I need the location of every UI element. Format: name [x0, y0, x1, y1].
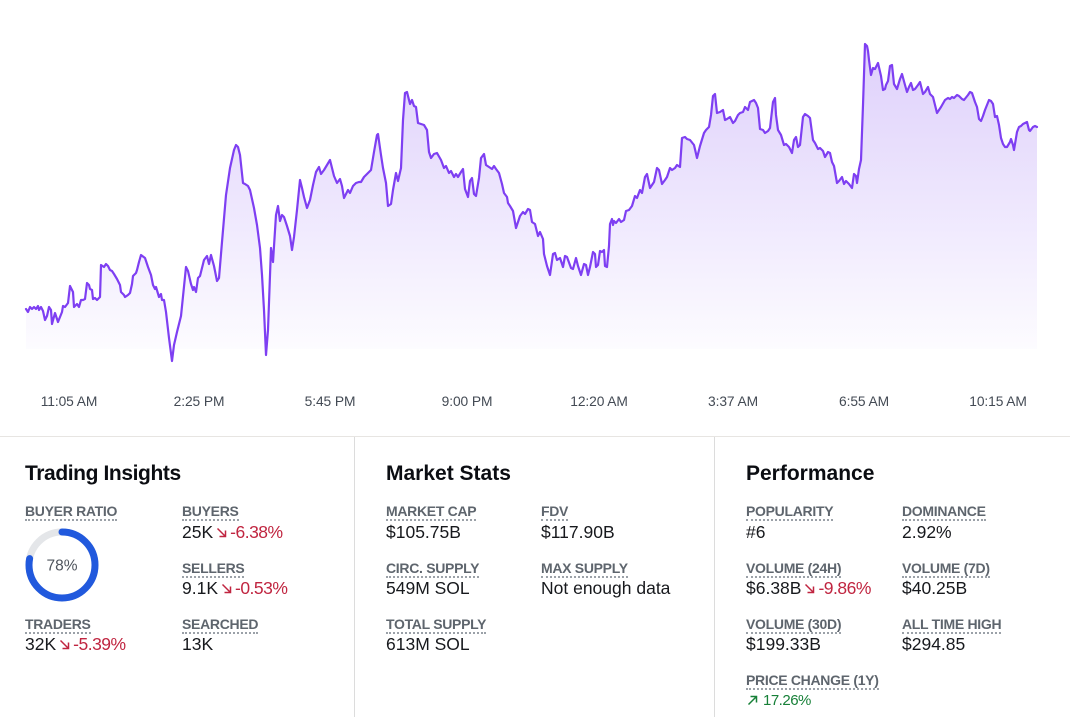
svg-text:78%: 78% — [46, 558, 77, 575]
